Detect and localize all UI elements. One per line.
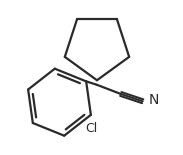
Text: N: N <box>148 93 158 107</box>
Text: Cl: Cl <box>86 122 98 135</box>
